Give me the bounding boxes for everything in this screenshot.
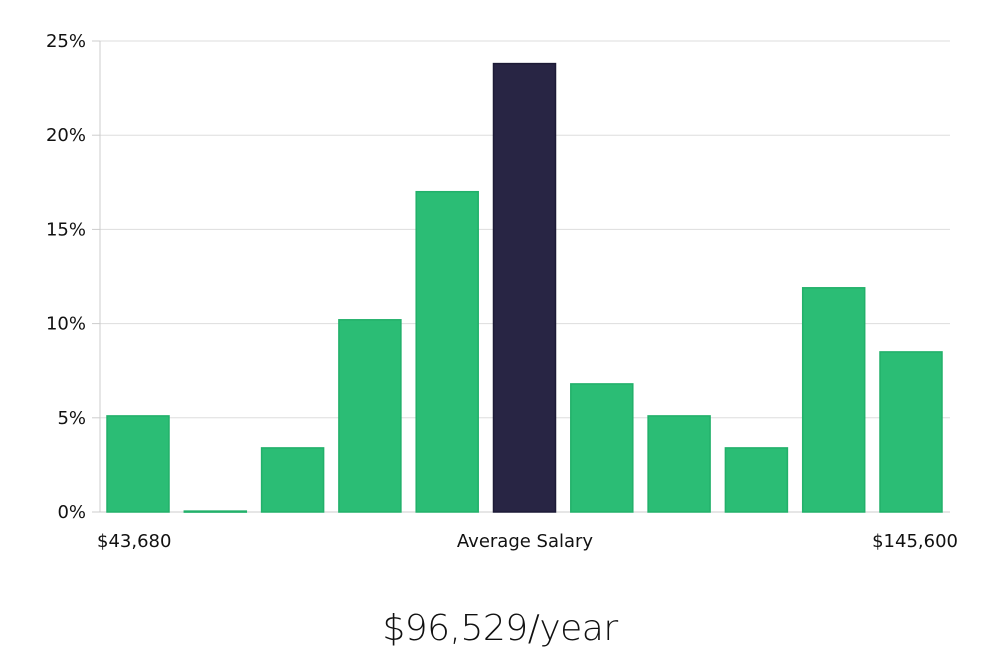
bar [879, 351, 943, 513]
bar-average [492, 62, 557, 513]
average-salary-value: $96,529/year [382, 608, 618, 649]
bar [415, 190, 479, 513]
salary-histogram: 0%5%10%15%20%25% $43,680 Average Salary … [46, 31, 958, 552]
y-tick-label: 0% [57, 502, 86, 523]
y-tick-label: 15% [46, 219, 86, 240]
bar [570, 383, 634, 513]
y-tick-label: 5% [57, 408, 86, 429]
y-tick-label: 20% [46, 125, 86, 146]
bar [647, 415, 711, 513]
x-label-max: $145,600 [872, 531, 958, 552]
bar [724, 447, 789, 513]
x-label-center: Average Salary [457, 531, 594, 552]
bar [801, 287, 866, 513]
y-tick-label: 25% [46, 31, 86, 52]
bars [106, 62, 943, 513]
x-label-min: $43,680 [97, 531, 171, 552]
y-tick-label: 10% [46, 314, 86, 335]
bar [183, 510, 248, 513]
bar [338, 319, 402, 513]
bar [260, 447, 325, 513]
y-axis-ticks: 0% 5% 10% 15% 20% 25% [46, 31, 100, 523]
bar [106, 415, 170, 513]
